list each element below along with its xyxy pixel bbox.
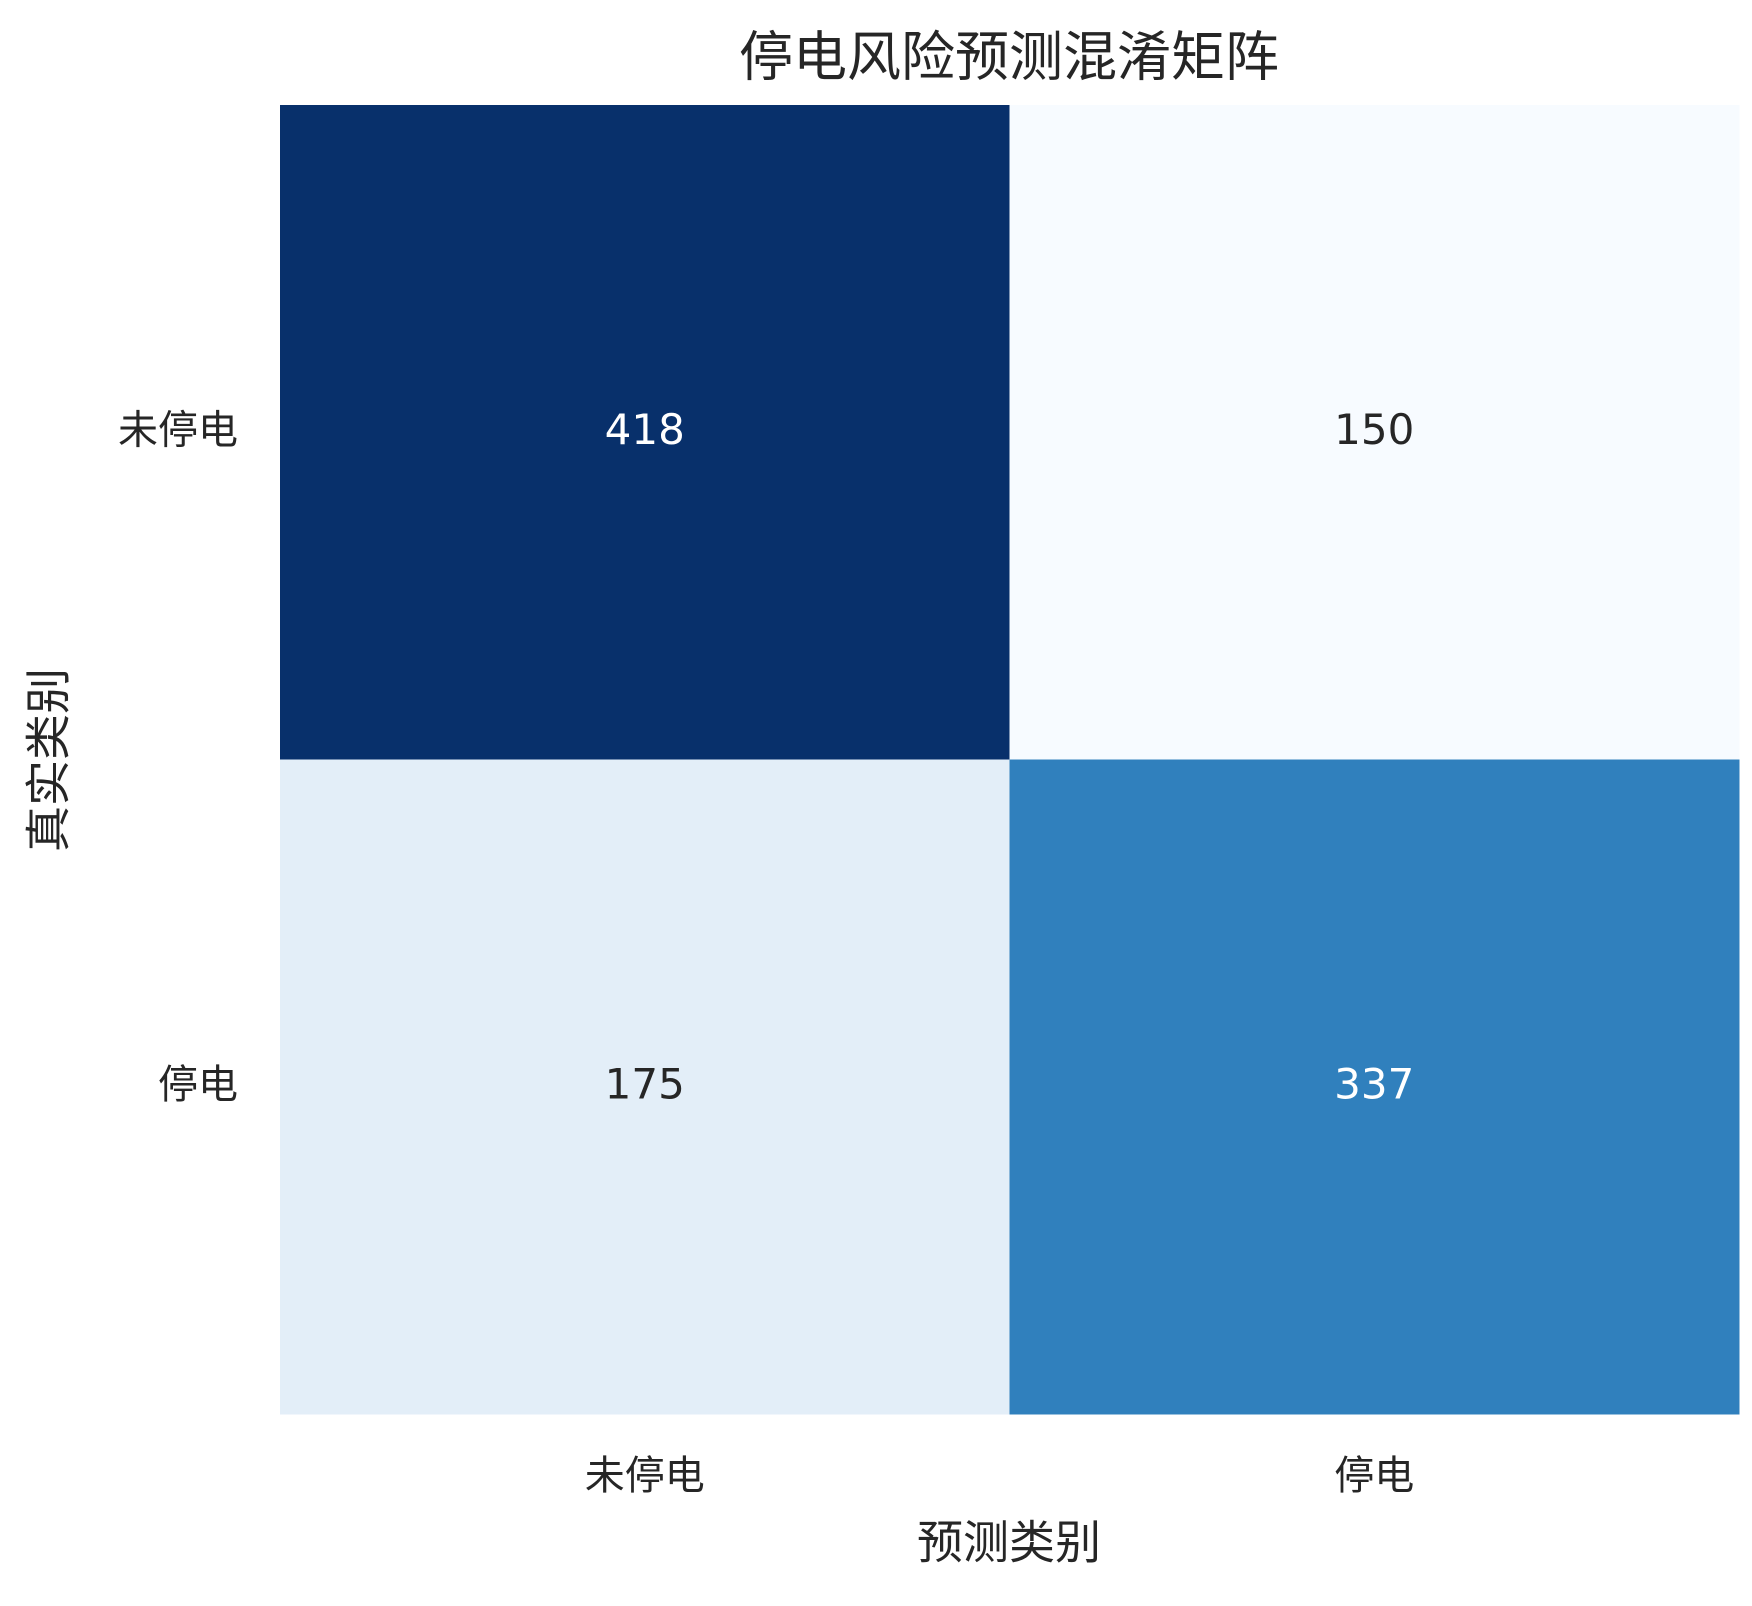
heatmap-cell (1009, 759, 1740, 1415)
cell-value-label: 337 (1334, 1059, 1414, 1108)
y-axis-label: 真实类别 (22, 668, 76, 852)
y-tick-label: 未停电 (118, 407, 238, 453)
cell-value-label: 418 (605, 405, 685, 454)
heatmap-cell (280, 759, 1010, 1415)
heatmap-cell (1009, 105, 1740, 760)
cell-value-label: 150 (1334, 405, 1414, 454)
cell-value-label: 175 (605, 1059, 685, 1108)
x-tick-label: 未停电 (585, 1453, 705, 1499)
y-tick-label: 停电 (158, 1062, 238, 1108)
chart-title: 停电风险预测混淆矩阵 (739, 26, 1279, 89)
x-tick-label: 停电 (1334, 1453, 1414, 1499)
heatmap-cell (280, 105, 1010, 760)
x-axis-label: 预测类别 (917, 1516, 1101, 1570)
